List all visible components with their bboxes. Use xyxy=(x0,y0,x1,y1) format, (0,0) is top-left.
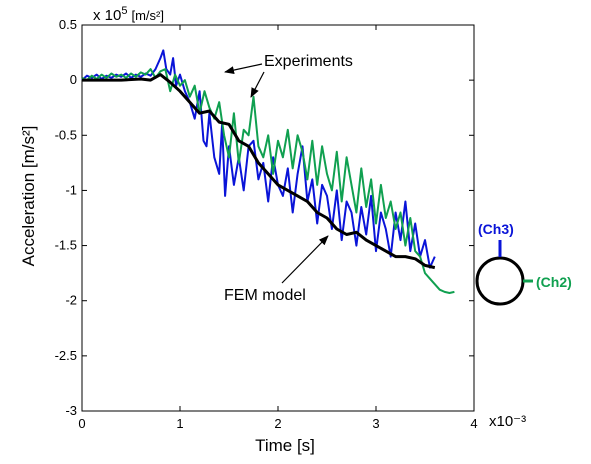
fem-arrow xyxy=(281,235,329,284)
ch3-label: (Ch3) xyxy=(478,221,514,237)
y-ticks: -3 -2.5 -2 -1.5 -1 -0.5 0 0.5 xyxy=(55,17,474,418)
y-multiplier: x 105 [m/s²] xyxy=(93,5,164,24)
y-tick-label: -3 xyxy=(65,403,77,418)
y-tick-label: -0.5 xyxy=(55,127,77,142)
x-tick-label: 1 xyxy=(176,416,183,431)
x-tick-label: 2 xyxy=(274,416,281,431)
series-line-ch2 xyxy=(81,68,455,294)
series-line-fem xyxy=(82,73,436,270)
y-axis-title: Acceleration [m/s²] xyxy=(19,126,38,267)
y-tick-label: -2.5 xyxy=(55,348,77,363)
x-tick-label: 4 xyxy=(470,416,477,431)
plot-area xyxy=(81,24,475,412)
x-tick-label: 0 xyxy=(78,416,85,431)
experiments-arrow-2 xyxy=(250,71,265,98)
y-tick-label: -1 xyxy=(65,182,77,197)
y-tick-label: -2 xyxy=(65,293,77,308)
sensor-diagram: (Ch3) (Ch2) xyxy=(475,221,572,306)
y-tick-label: -1.5 xyxy=(55,238,77,253)
ch2-label: (Ch2) xyxy=(536,274,572,290)
series-layer xyxy=(81,49,455,294)
y-tick-label: 0.5 xyxy=(59,17,77,32)
experiments-arrow-1 xyxy=(224,63,263,75)
y-tick-label: 0 xyxy=(70,72,77,87)
x-tick-label: 3 xyxy=(372,416,379,431)
sensor-circle xyxy=(475,256,525,306)
plot-axes xyxy=(81,24,475,412)
y-multiplier-exp: 5 xyxy=(121,5,127,17)
x-multiplier: x10⁻³ xyxy=(489,413,526,430)
y-multiplier-unit: [m/s²] xyxy=(131,8,164,23)
experiments-label: Experiments xyxy=(264,53,353,70)
y-multiplier-base: x 10 xyxy=(93,7,121,24)
x-axis-title: Time [s] xyxy=(255,436,315,455)
x-ticks: 0 1 2 3 4 xyxy=(78,25,478,431)
fem-label: FEM model xyxy=(224,287,306,304)
